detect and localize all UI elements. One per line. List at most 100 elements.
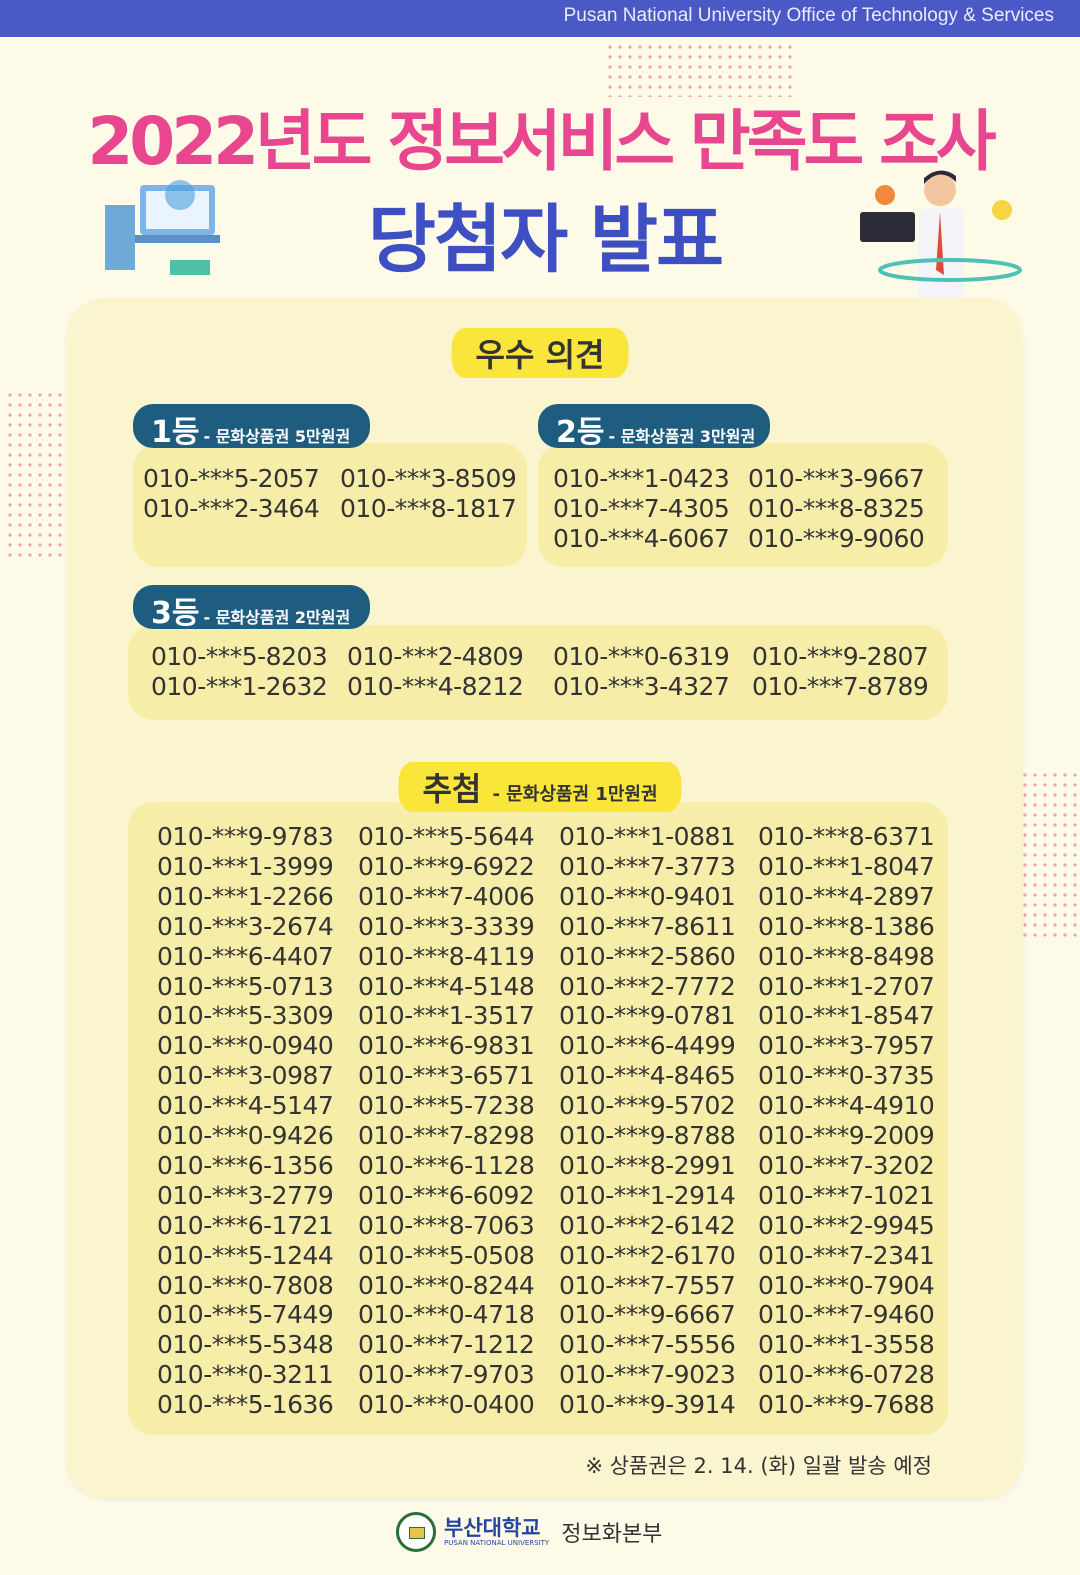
winner-phone-number: 010-***6-9831 [358, 1031, 535, 1061]
winner-phone-number: 010-***2-6142 [559, 1210, 736, 1240]
third-prize-badge: 3등 - 문화상품권 2만원권 [133, 585, 370, 631]
draw-prize-label: - 문화상품권 1만원권 [492, 784, 658, 805]
winner-phone-number: 010-***9-3914 [559, 1390, 736, 1420]
winner-phone-number: 010-***4-5147 [157, 1091, 334, 1121]
department-name: 정보화본부 [561, 1522, 663, 1547]
winner-phone-number: 010-***2-9945 [758, 1210, 935, 1240]
winner-phone-number: 010-***7-3773 [559, 851, 736, 881]
winner-phone-number: 010-***9-6667 [559, 1300, 736, 1330]
winner-phone-number: 010-***9-8788 [559, 1121, 736, 1150]
winner-phone-number: 010-***7-3202 [758, 1150, 935, 1180]
winner-phone-number: 010-***7-4006 [358, 881, 535, 911]
winner-phone-number: 010-***1-8047 [758, 851, 935, 881]
winner-phone-number: 010-***8-8325 [748, 494, 925, 523]
winner-phone-number: 010-***0-3735 [758, 1061, 935, 1091]
winner-phone-number: 010-***5-0508 [358, 1240, 535, 1270]
winner-phone-number: 010-***8-1817 [340, 494, 517, 523]
winner-phone-number: 010-***6-4499 [559, 1031, 736, 1061]
second-prize-badge: 2등 - 문화상품권 3만원권 [538, 404, 770, 450]
winner-phone-number: 010-***0-7808 [157, 1270, 334, 1300]
computer-illustration-icon [105, 180, 220, 275]
winner-phone-number: 010-***4-6067 [553, 524, 730, 553]
winner-phone-number: 010-***5-7238 [358, 1091, 535, 1121]
winner-phone-number: 010-***5-7449 [157, 1300, 334, 1330]
decor-dots [1020, 770, 1080, 940]
winner-phone-number: 010-***2-3464 [143, 494, 320, 523]
header-bar: Pusan National University Office of Tech… [0, 0, 1080, 37]
winner-phone-number: 010-***6-1356 [157, 1150, 334, 1180]
winner-phone-number: 010-***9-6922 [358, 851, 535, 881]
winner-phone-number: 010-***5-1244 [157, 1240, 334, 1270]
first-prize-box [133, 443, 527, 567]
second-prize-box [538, 443, 948, 567]
winner-phone-number: 010-***7-1212 [358, 1330, 535, 1360]
winner-phone-number: 010-***7-4305 [553, 494, 730, 523]
winner-phone-number: 010-***9-7688 [758, 1390, 935, 1420]
winner-phone-number: 010-***5-3309 [157, 1001, 334, 1031]
university-name-en: PUSAN NATIONAL UNIVERSITY [444, 1538, 550, 1547]
winner-phone-number: 010-***9-2009 [758, 1121, 935, 1150]
third-prize-box [128, 625, 948, 720]
winner-phone-number: 010-***0-9401 [559, 881, 736, 911]
prize-label: - 문화상품권 3만원권 [608, 427, 756, 446]
org-name: Pusan National University Office of Tech… [563, 5, 1054, 26]
winner-phone-number: 010-***0-6319 [553, 642, 730, 671]
first-prize-badge: 1등 - 문화상품권 5만원권 [133, 404, 370, 450]
draw-heading: 추첨 - 문화상품권 1만원권 [398, 762, 682, 812]
winner-phone-number: 010-***0-4718 [358, 1300, 535, 1330]
delivery-note: ※ 상품권은 2. 14. (화) 일괄 발송 예정 [585, 1454, 932, 1478]
winner-phone-number: 010-***1-8547 [758, 1001, 935, 1031]
winner-phone-number: 010-***6-0728 [758, 1360, 935, 1390]
winner-phone-number: 010-***9-9060 [748, 524, 925, 553]
winner-phone-number: 010-***6-1128 [358, 1150, 535, 1180]
winner-phone-number: 010-***4-5148 [358, 971, 535, 1001]
footer-logo: 부산대학교 PUSAN NATIONAL UNIVERSITY 정보화본부 [396, 1512, 662, 1552]
winner-phone-number: 010-***5-5348 [157, 1330, 334, 1360]
rank-label: 3등 [151, 596, 200, 631]
winner-phone-number: 010-***7-2341 [758, 1240, 935, 1270]
winner-phone-number: 010-***8-1386 [758, 911, 935, 941]
winner-phone-number: 010-***3-6571 [358, 1061, 535, 1091]
winner-phone-number: 010-***9-0781 [559, 1001, 736, 1031]
winner-phone-number: 010-***3-4327 [553, 672, 730, 701]
winner-phone-number: 010-***0-9426 [157, 1121, 334, 1150]
decor-dots [605, 42, 795, 97]
winner-phone-number: 010-***9-5702 [559, 1091, 736, 1121]
winner-phone-number: 010-***3-8509 [340, 464, 517, 493]
winner-phone-number: 010-***8-8498 [758, 941, 935, 971]
rank-label: 1등 [151, 415, 200, 450]
winner-phone-number: 010-***1-2266 [157, 881, 334, 911]
winner-phone-number: 010-***8-4119 [358, 941, 535, 971]
winner-phone-number: 010-***7-8611 [559, 911, 736, 941]
winner-phone-number: 010-***6-4407 [157, 941, 334, 971]
winner-phone-number: 010-***3-2779 [157, 1180, 334, 1210]
winner-phone-number: 010-***5-1636 [157, 1390, 334, 1420]
winner-phone-number: 010-***1-0423 [553, 464, 730, 493]
winner-phone-number: 010-***2-6170 [559, 1240, 736, 1270]
winner-phone-number: 010-***7-9703 [358, 1360, 535, 1390]
winner-phone-number: 010-***9-9783 [157, 822, 334, 851]
winner-phone-number: 010-***0-8244 [358, 1270, 535, 1300]
winner-phone-number: 010-***3-9667 [748, 464, 925, 493]
decor-dots [5, 390, 65, 560]
winner-phone-number: 010-***3-2674 [157, 911, 334, 941]
winner-phone-number: 010-***2-4809 [347, 642, 524, 671]
winner-phone-number: 010-***2-5860 [559, 941, 736, 971]
winner-phone-number: 010-***2-7772 [559, 971, 736, 1001]
winner-phone-number: 010-***6-1721 [157, 1210, 334, 1240]
winner-phone-number: 010-***4-8465 [559, 1061, 736, 1091]
winner-phone-number: 010-***5-0713 [157, 971, 334, 1001]
prize-label: - 문화상품권 2만원권 [203, 608, 351, 627]
rank-label: 2등 [556, 415, 605, 450]
winner-phone-number: 010-***1-3558 [758, 1330, 935, 1360]
page-title: 2022년도 정보서비스 만족도 조사 [87, 103, 996, 180]
university-seal-icon [396, 1512, 436, 1552]
winner-phone-number: 010-***5-5644 [358, 822, 535, 851]
winner-phone-number: 010-***9-2807 [752, 642, 929, 671]
winner-phone-number: 010-***8-2991 [559, 1150, 736, 1180]
winner-phone-number: 010-***1-3517 [358, 1001, 535, 1031]
winner-phone-number: 010-***5-2057 [143, 464, 320, 493]
winner-phone-number: 010-***1-2707 [758, 971, 935, 1001]
winner-phone-number: 010-***4-4910 [758, 1091, 935, 1121]
winner-phone-number: 010-***7-1021 [758, 1180, 935, 1210]
